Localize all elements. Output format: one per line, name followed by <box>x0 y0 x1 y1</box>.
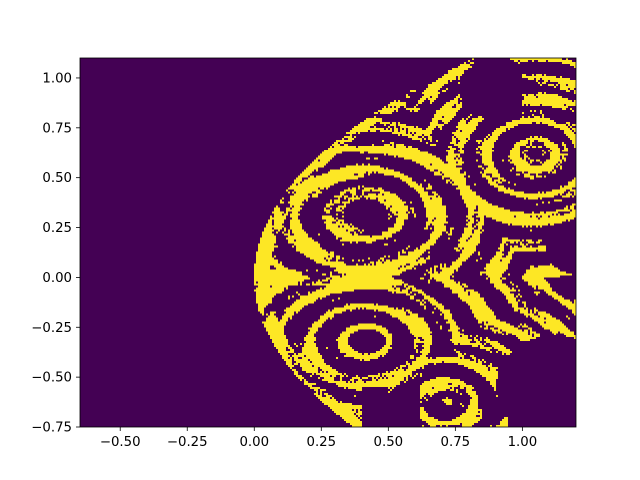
plot-area <box>80 58 576 427</box>
x-tick-label: 1.00 <box>508 435 538 450</box>
y-tick-label: 1.00 <box>42 71 72 86</box>
heatmap-image <box>80 58 576 427</box>
x-axis: −0.50 −0.25 0.00 0.25 0.50 0.75 1.00 <box>100 427 537 450</box>
y-tick-label: 0.00 <box>42 271 72 286</box>
x-tick-label: 0.25 <box>306 435 336 450</box>
y-tick-label: 0.75 <box>42 121 72 136</box>
x-tick-label: 0.75 <box>441 435 471 450</box>
x-tick-label: −0.25 <box>167 435 208 450</box>
y-tick-label: −0.75 <box>31 421 72 436</box>
axes-frame <box>79 57 577 428</box>
x-tick-label: −0.50 <box>100 435 141 450</box>
y-tick-label: −0.50 <box>31 371 72 386</box>
x-tick-label: 0.50 <box>374 435 404 450</box>
x-tick-label: 0.00 <box>239 435 269 450</box>
y-tick-label: 0.25 <box>42 221 72 236</box>
y-tick-label: 0.50 <box>42 171 72 186</box>
y-axis: −0.75 −0.50 −0.25 0.00 0.25 0.50 0.75 1.00 <box>31 71 80 436</box>
y-tick-label: −0.25 <box>31 321 72 336</box>
